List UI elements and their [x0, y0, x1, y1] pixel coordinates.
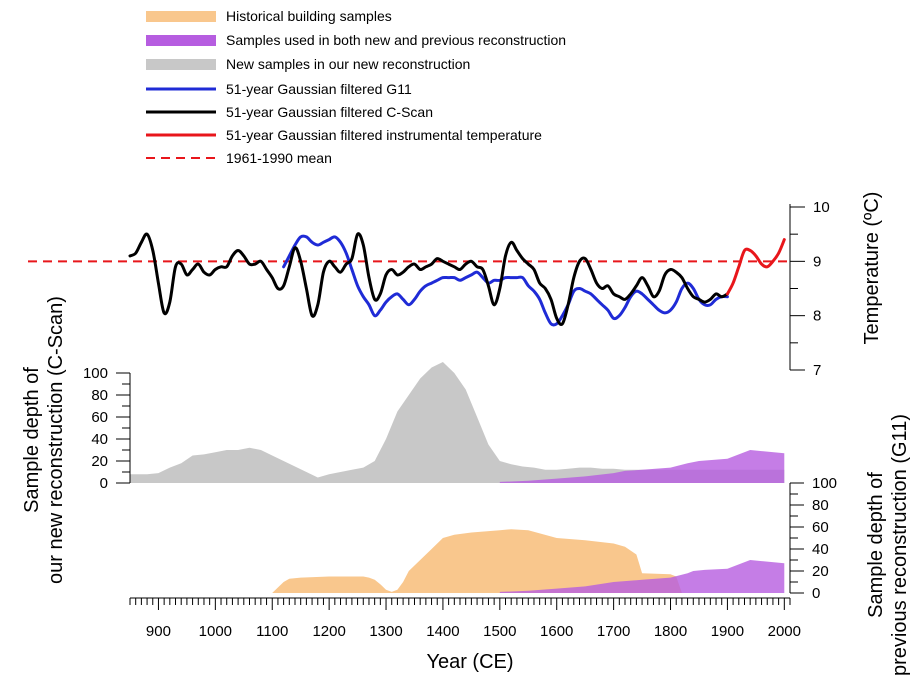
- line-cscan: [128, 232, 729, 326]
- x-tick-label: 1000: [199, 623, 232, 640]
- depth-prev-tick-label: 20: [812, 563, 829, 580]
- temperature-tick-label: 10: [813, 199, 830, 216]
- legend-label-cscan: 51-year Gaussian filtered C-Scan: [226, 104, 433, 120]
- area-shared-samples-new: [499, 450, 785, 483]
- area-shared-samples-previous: [499, 560, 785, 593]
- depth-prev-axis-title-line2: previous reconstruction (G11): [889, 414, 911, 676]
- depth-new-axis-title-line2: our new reconstruction (C-Scan): [45, 296, 67, 584]
- depth-new-tick-label: 80: [91, 387, 108, 404]
- depth-prev-tick-label: 60: [812, 519, 829, 536]
- x-tick-label: 1500: [483, 623, 516, 640]
- legend-label-mean: 1961-1990 mean: [226, 150, 332, 166]
- x-tick-label: 1300: [369, 623, 402, 640]
- legend-swatch-new-samples: [146, 59, 216, 70]
- legend-label-g11: 51-year Gaussian filtered G11: [226, 81, 412, 97]
- depth-prev-tick-label: 80: [812, 497, 829, 514]
- depth-prev-tick-label: 0: [812, 585, 820, 602]
- x-tick-label: 1600: [540, 623, 573, 640]
- depth-new-axis-title-line1: Sample depth of: [21, 367, 43, 513]
- legend: Historical building samples Samples used…: [146, 8, 566, 166]
- axes: 900 1000 1100 1200 1300 1400 1500 1600 1700 1800 1…: [83, 199, 837, 640]
- x-axis-title: Year (CE): [426, 651, 513, 673]
- temperature-tick-label: 7: [813, 362, 821, 379]
- x-tick-label: 1200: [312, 623, 345, 640]
- sample-depth-new-panel: [130, 362, 785, 483]
- line-instrumental: [725, 238, 786, 296]
- area-new-samples: [130, 362, 785, 483]
- sample-depth-previous-panel: [272, 529, 785, 593]
- x-tick-label: 1700: [597, 623, 630, 640]
- line-g11: [282, 234, 729, 327]
- legend-swatch-historical: [146, 11, 216, 22]
- depth-new-tick-label: 100: [83, 365, 108, 382]
- x-tick-label: 900: [146, 623, 171, 640]
- temperature-tick-label: 8: [813, 308, 821, 325]
- legend-label-shared: Samples used in both new and previous re…: [226, 32, 566, 48]
- legend-label-instrumental: 51-year Gaussian filtered instrumental t…: [226, 127, 542, 143]
- temperature-tick-label: 9: [813, 253, 821, 270]
- x-tick-label: 1800: [654, 623, 687, 640]
- area-historical-samples: [272, 529, 682, 593]
- depth-new-tick-label: 60: [91, 409, 108, 426]
- legend-label-new-samples: New samples in our new reconstruction: [226, 56, 470, 72]
- legend-swatch-shared: [146, 35, 216, 46]
- depth-new-tick-label: 40: [91, 431, 108, 448]
- x-tick-label: 1900: [711, 623, 744, 640]
- depth-prev-tick-label: 40: [812, 541, 829, 558]
- depth-new-tick-label: 0: [100, 475, 108, 492]
- x-tick-label: 1100: [256, 623, 288, 640]
- temperature-axis-title: Temperature (ºC): [861, 192, 883, 345]
- x-tick-label: 2000: [768, 623, 801, 640]
- legend-label-historical: Historical building samples: [226, 8, 392, 24]
- depth-prev-tick-label: 100: [812, 475, 837, 492]
- temperature-panel: [28, 232, 790, 327]
- depth-prev-axis-title-line1: Sample depth of: [865, 472, 887, 618]
- x-tick-label: 1400: [426, 623, 459, 640]
- depth-new-tick-label: 20: [91, 453, 108, 470]
